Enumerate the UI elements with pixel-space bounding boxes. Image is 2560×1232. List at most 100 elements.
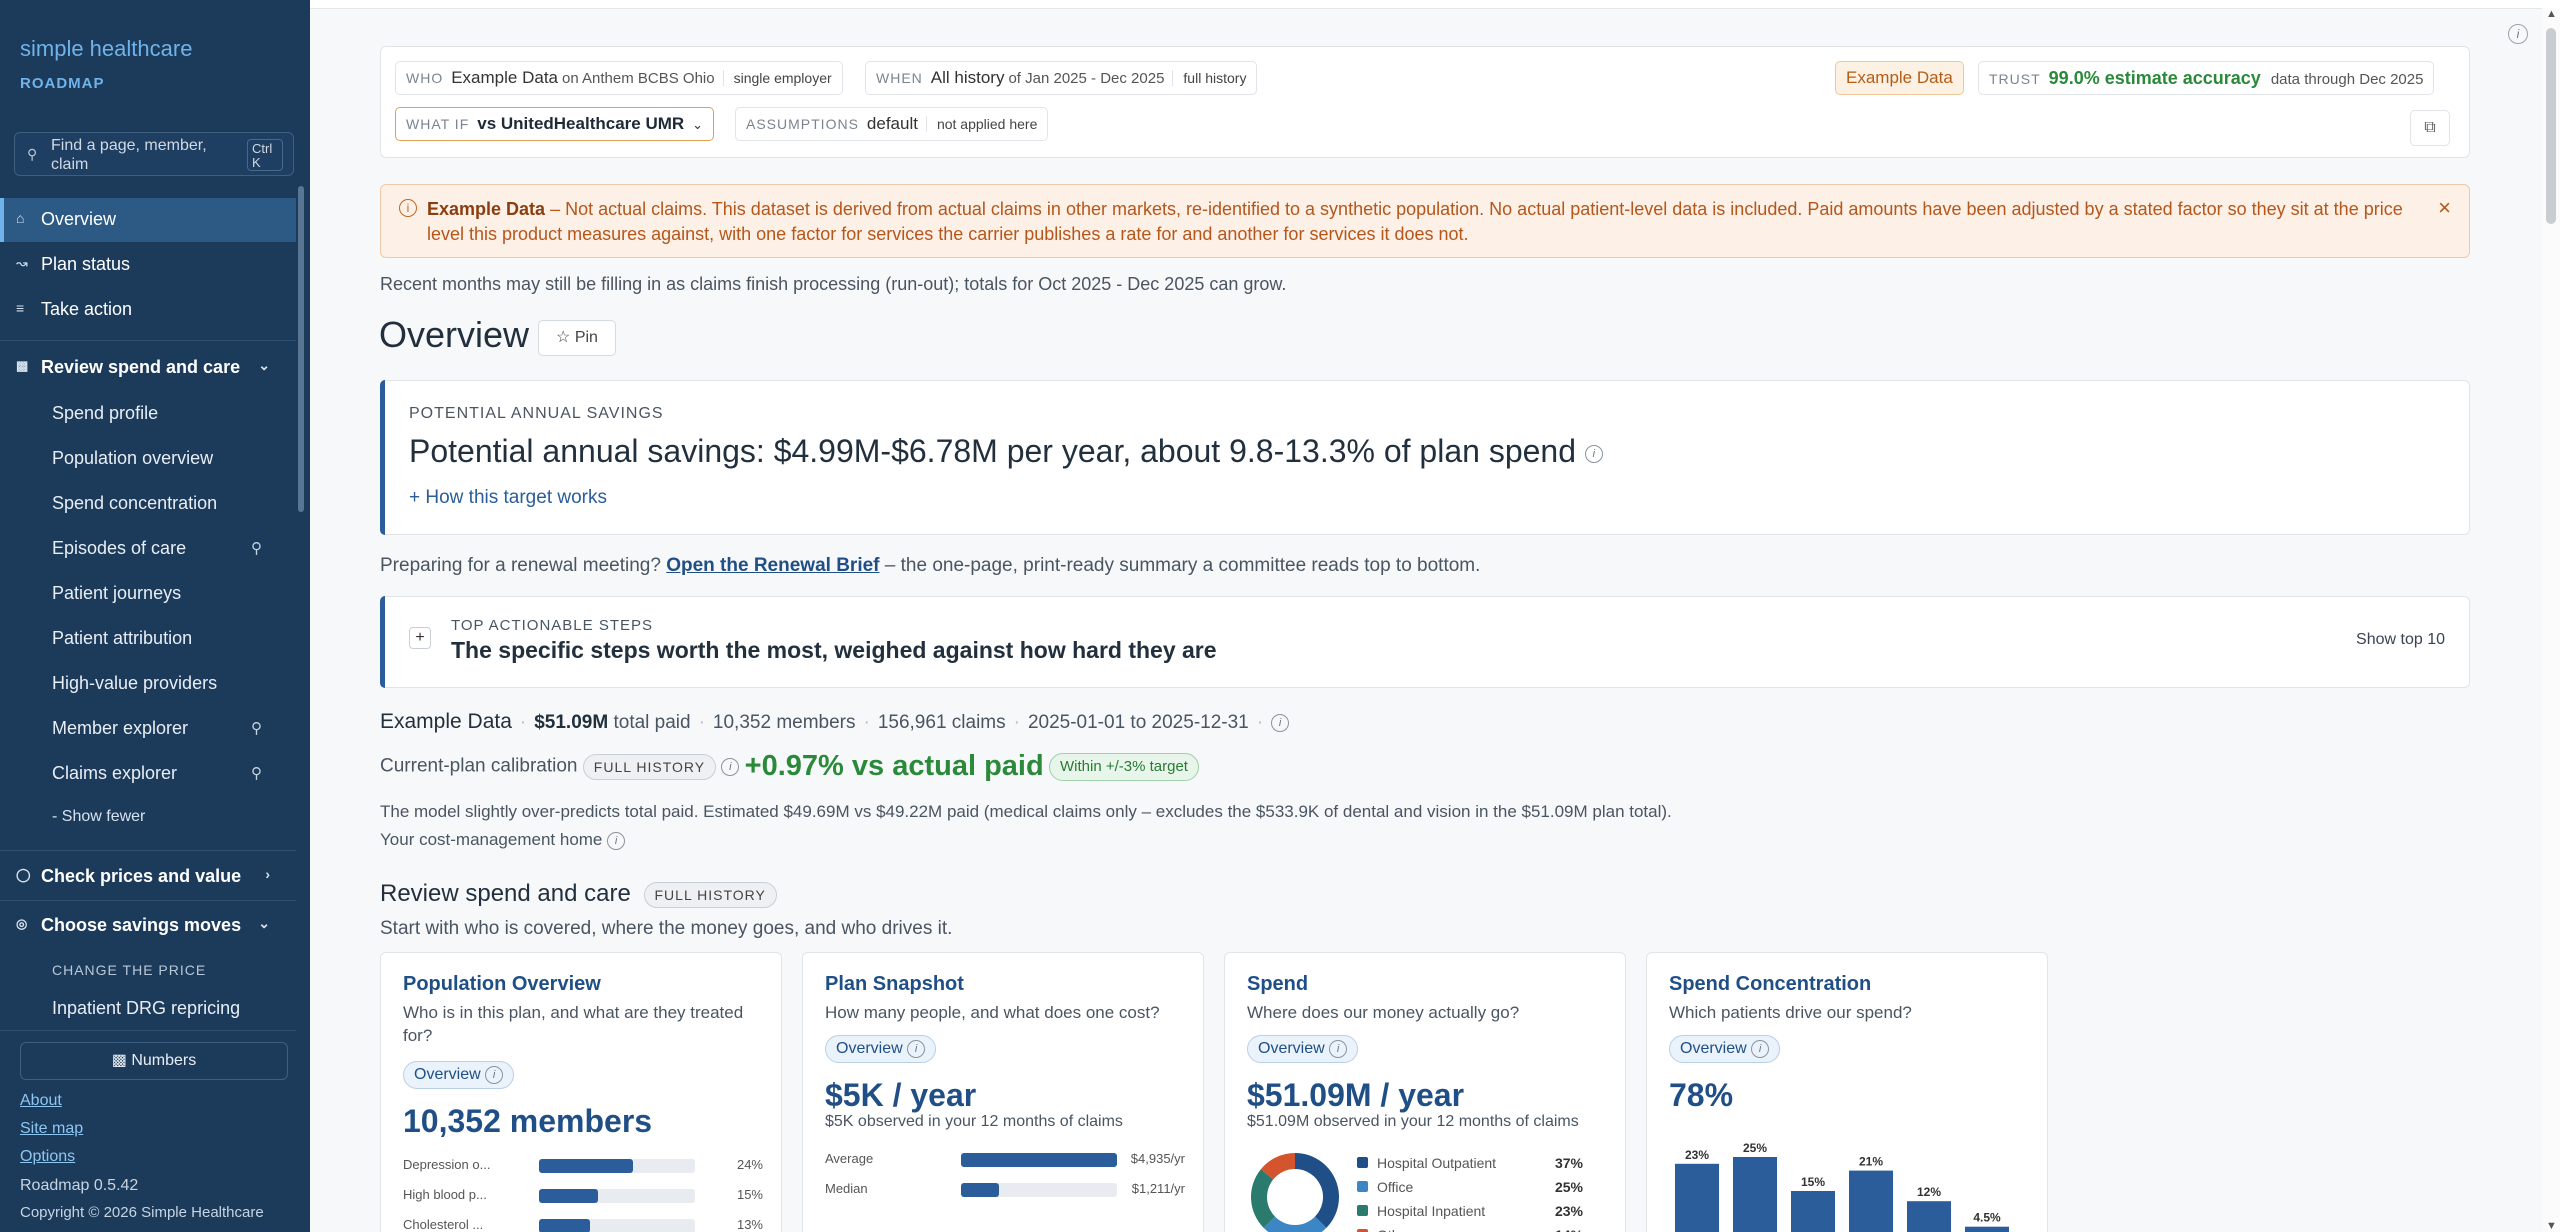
chevron-down-icon: ⌄ — [258, 357, 270, 373]
when-tag: full history — [1172, 70, 1247, 86]
condition-row: Cholesterol ... 13% — [403, 1215, 763, 1232]
banner-body: – Not actual claims. This dataset is der… — [427, 199, 2403, 244]
scroll-up-icon[interactable]: ▲ — [2546, 8, 2557, 20]
pill-label: Overview — [1680, 1040, 1747, 1057]
overview-pill[interactable]: Overview i — [1669, 1035, 1781, 1063]
runout-note: Recent months may still be filling in as… — [380, 274, 1287, 294]
sidebar-item-spend-profile[interactable]: Spend profile — [0, 393, 296, 433]
search-placeholder[interactable]: Find a page, member, claim — [51, 137, 207, 173]
sidebar-item-population-overview[interactable]: Population overview — [0, 438, 296, 478]
sidebar-item-high-value-providers[interactable]: High-value providers — [0, 663, 296, 703]
search-icon[interactable]: ⚲ — [251, 540, 262, 557]
assumptions-chip[interactable]: ASSUMPTIONS default not applied here — [735, 107, 1049, 141]
search-icon[interactable]: ⚲ — [251, 720, 262, 737]
info-icon[interactable]: i — [1584, 444, 1603, 463]
trust-chip[interactable]: TRUST 99.0% estimate accuracy data through… — [1978, 61, 2435, 95]
legend-item: Other 14% — [1357, 1225, 1607, 1232]
members-count: 10,352 members — [712, 712, 856, 733]
copy-button[interactable]: ⧉ — [2410, 110, 2450, 146]
claims-count: 156,961 claims — [877, 712, 1006, 733]
about-link[interactable]: About — [20, 1092, 62, 1109]
tile-note: $5K observed in your 12 months of claims — [825, 1113, 1123, 1130]
chart-icon: ▩ — [16, 358, 29, 373]
renewal-brief-link[interactable]: Open the Renewal Brief — [666, 555, 880, 576]
population-overview-tile[interactable]: Population Overview Who is in this plan,… — [380, 952, 782, 1232]
search-box[interactable]: ⚲ Find a page, member, claim Ctrl K — [14, 132, 294, 176]
sidebar-item-take-action[interactable]: ≡ Take action — [0, 288, 296, 332]
overview-pill[interactable]: Overview i — [825, 1035, 937, 1063]
spend-tile[interactable]: Spend Where does our money actually go? … — [1224, 952, 1626, 1232]
context-panel: WHO Example Data on Anthem BCBS Ohio single… — [380, 46, 2470, 158]
sidebar-item-plan-status[interactable]: ↝ Plan status — [0, 243, 296, 287]
concentration-bar — [1907, 1201, 1951, 1232]
sidebar-item-patient-attribution[interactable]: Patient attribution — [0, 618, 296, 658]
info-icon[interactable]: i — [721, 757, 740, 776]
sidebar-item-label: Episodes of care — [52, 538, 187, 558]
sidebar-section-review[interactable]: ▩ Review spend and care ⌄ — [0, 347, 296, 387]
overview-pill[interactable]: Overview i — [1247, 1035, 1359, 1063]
sidebar-item-member-explorer[interactable]: Member explorer ⚲ — [0, 708, 296, 748]
sidebar-item-label: Population overview — [52, 448, 214, 468]
tile-subtitle: Who is in this plan, and what are they t… — [403, 1003, 744, 1045]
sidebar-item-claims-explorer[interactable]: Claims explorer ⚲ — [0, 753, 296, 793]
info-icon: i — [907, 1039, 926, 1058]
assumptions-value: default — [866, 114, 918, 133]
when-chip[interactable]: WHEN All history of Jan 2025 - Dec 2025 ful… — [865, 61, 1258, 95]
cost-value: $4,935/yr — [1130, 1151, 1185, 1166]
legend-label: Hospital Inpatient — [1377, 1203, 1486, 1219]
sidebar-item-overview[interactable]: ⌂ Overview — [0, 198, 296, 242]
chevron-down-icon: ⌄ — [692, 117, 704, 132]
steps-card[interactable]: + TOP ACTIONABLE STEPS The specific step… — [380, 596, 2470, 688]
info-icon[interactable]: i — [2508, 24, 2528, 44]
sidebar-item-spend-concentration[interactable]: Spend concentration — [0, 483, 296, 523]
options-link[interactable]: Options — [20, 1148, 76, 1165]
numbers-button[interactable]: ▩ Numbers — [20, 1042, 288, 1080]
what-if-dropdown[interactable]: WHAT IF vs UnitedHealthcare UMR ⌄ — [395, 107, 715, 141]
concentration-bar — [1675, 1163, 1719, 1232]
site-map-link[interactable]: Site map — [20, 1120, 84, 1137]
target-badge: Within +/-3% target — [1048, 752, 1199, 781]
dataset-meta: Example Data · $51.09M total paid · 10,352 m… — [380, 710, 1290, 736]
trust-value: 99.0% estimate accuracy — [2048, 68, 2261, 88]
how-target-works-link[interactable]: + How this target works — [409, 487, 607, 508]
expand-icon[interactable]: + — [409, 627, 431, 649]
sidebar-divider — [0, 1030, 296, 1031]
bar-value-label: 23% — [1685, 1148, 1709, 1162]
example-data-badge[interactable]: Example Data — [1835, 61, 1964, 95]
steps-kicker: TOP ACTIONABLE STEPS — [451, 617, 654, 634]
scrollbar-thumb[interactable] — [2546, 28, 2556, 224]
spend-concentration-tile[interactable]: Spend Concentration Which patients drive… — [1646, 952, 2048, 1232]
renewal-note: Preparing for a renewal meeting? Open th… — [380, 555, 1480, 577]
who-chip[interactable]: WHO Example Data on Anthem BCBS Ohio single… — [395, 61, 843, 95]
legend-value: 14% — [1555, 1227, 1583, 1232]
info-icon[interactable]: i — [607, 831, 626, 850]
top-edge — [310, 0, 2560, 9]
overview-pill[interactable]: Overview i — [403, 1061, 515, 1089]
legend-swatch — [1357, 1157, 1368, 1168]
tile-value: 78% — [1669, 1077, 1734, 1113]
bar-fill — [539, 1189, 598, 1203]
renewal-suffix: – the one-page, print-ready summary a co… — [879, 555, 1481, 576]
main-scrollbar[interactable]: ▲ ▼ — [2542, 8, 2560, 1232]
plan-snapshot-tile[interactable]: Plan Snapshot How many people, and what … — [802, 952, 1204, 1232]
show-top-button[interactable]: Show top 10 — [2356, 631, 2445, 648]
sidebar-item-patient-journeys[interactable]: Patient journeys — [0, 573, 296, 613]
tile-title: Population Overview — [403, 973, 601, 995]
tile-title: Spend Concentration — [1669, 973, 1872, 995]
scroll-down-icon[interactable]: ▼ — [2546, 1220, 2557, 1232]
brand-logo[interactable]: simple healthcare — [20, 36, 193, 61]
sidebar-scrollbar[interactable] — [298, 186, 304, 512]
pin-button[interactable]: ☆ Pin — [538, 320, 616, 356]
sidebar-section-check-prices[interactable]: ◯ Check prices and value › — [0, 856, 296, 896]
sidebar-item-inpatient-drg[interactable]: Inpatient DRG repricing — [0, 988, 296, 1028]
show-fewer-link[interactable]: - Show fewer — [52, 808, 146, 825]
donut-slice — [1263, 1216, 1327, 1232]
donut-slice — [1260, 1153, 1295, 1180]
search-icon[interactable]: ⚲ — [251, 765, 262, 782]
sidebar-item-episodes-of-care[interactable]: Episodes of care ⚲ — [0, 528, 296, 568]
bar-value-label: 15% — [1801, 1175, 1825, 1189]
cost-label: Median — [825, 1181, 868, 1196]
info-icon[interactable]: i — [1271, 713, 1290, 732]
sidebar-section-choose-savings[interactable]: ◎ Choose savings moves ⌄ — [0, 905, 296, 945]
close-icon[interactable]: × — [2438, 195, 2451, 220]
